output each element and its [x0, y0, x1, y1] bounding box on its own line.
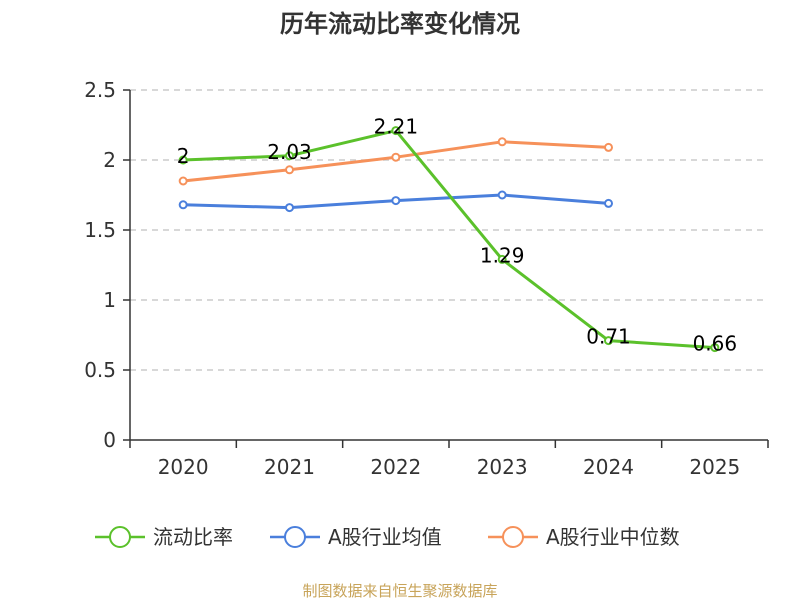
y-tick-label: 1	[103, 288, 116, 312]
data-point[interactable]	[178, 200, 188, 210]
x-tick-label: 2024	[583, 455, 634, 479]
y-tick-label: 2.5	[84, 78, 116, 102]
axes: 0 0.5 1 1.5 2 2.5 2020 2021 2022 2023 2024 2025	[84, 78, 769, 479]
data-label: 0.71	[586, 325, 631, 349]
data-point[interactable]	[497, 254, 507, 264]
y-tick-label: 2	[103, 148, 116, 172]
legend-item[interactable]: A股行业中位数	[488, 525, 680, 549]
data-point[interactable]	[285, 151, 294, 161]
x-tick-label: 2023	[477, 455, 528, 479]
legend-label: A股行业中位数	[546, 525, 680, 549]
legend[interactable]: 流动比率 A股行业均值 A股行业中位数	[95, 525, 680, 549]
data-label: 2.21	[374, 115, 419, 139]
legend-marker	[502, 526, 524, 548]
x-tick-label: 2021	[264, 455, 315, 479]
y-tick-label: 0.5	[84, 358, 116, 382]
x-tick-label: 2022	[370, 455, 421, 479]
chart-title: 历年流动比率变化情况	[280, 10, 520, 38]
data-point[interactable]	[178, 176, 188, 186]
data-labels: 2 2.03 2.21 1.29 0.71 0.66	[177, 115, 737, 356]
legend-label: A股行业均值	[328, 525, 442, 549]
x-tick-label: 2020	[158, 455, 209, 479]
source-note: 制图数据来自恒生聚源数据库	[302, 582, 497, 600]
data-point[interactable]	[391, 152, 401, 162]
data-point[interactable]	[497, 137, 507, 147]
data-point[interactable]	[497, 190, 507, 200]
legend-marker	[284, 526, 306, 548]
y-tick-label: 1.5	[84, 218, 116, 242]
y-tick-label: 0	[103, 428, 116, 452]
data-point[interactable]	[604, 198, 613, 208]
legend-label: 流动比率	[153, 525, 233, 549]
data-point[interactable]	[178, 155, 188, 165]
data-point[interactable]	[710, 343, 720, 353]
data-point[interactable]	[391, 126, 401, 136]
data-point[interactable]	[604, 336, 613, 346]
data-label: 1.29	[480, 243, 525, 267]
x-tick-label: 2025	[689, 455, 740, 479]
data-point[interactable]	[285, 203, 294, 213]
series-group	[178, 126, 720, 353]
data-label: 0.66	[693, 332, 738, 356]
legend-item[interactable]: A股行业均值	[270, 525, 442, 549]
data-point[interactable]	[285, 165, 294, 175]
gridlines	[130, 89, 768, 371]
data-label: 2	[177, 144, 190, 168]
legend-item[interactable]: 流动比率	[95, 525, 233, 549]
data-label: 2.03	[267, 140, 312, 164]
series-line	[183, 129, 715, 350]
data-point[interactable]	[604, 142, 613, 152]
data-point[interactable]	[391, 196, 401, 206]
legend-marker	[109, 526, 131, 548]
